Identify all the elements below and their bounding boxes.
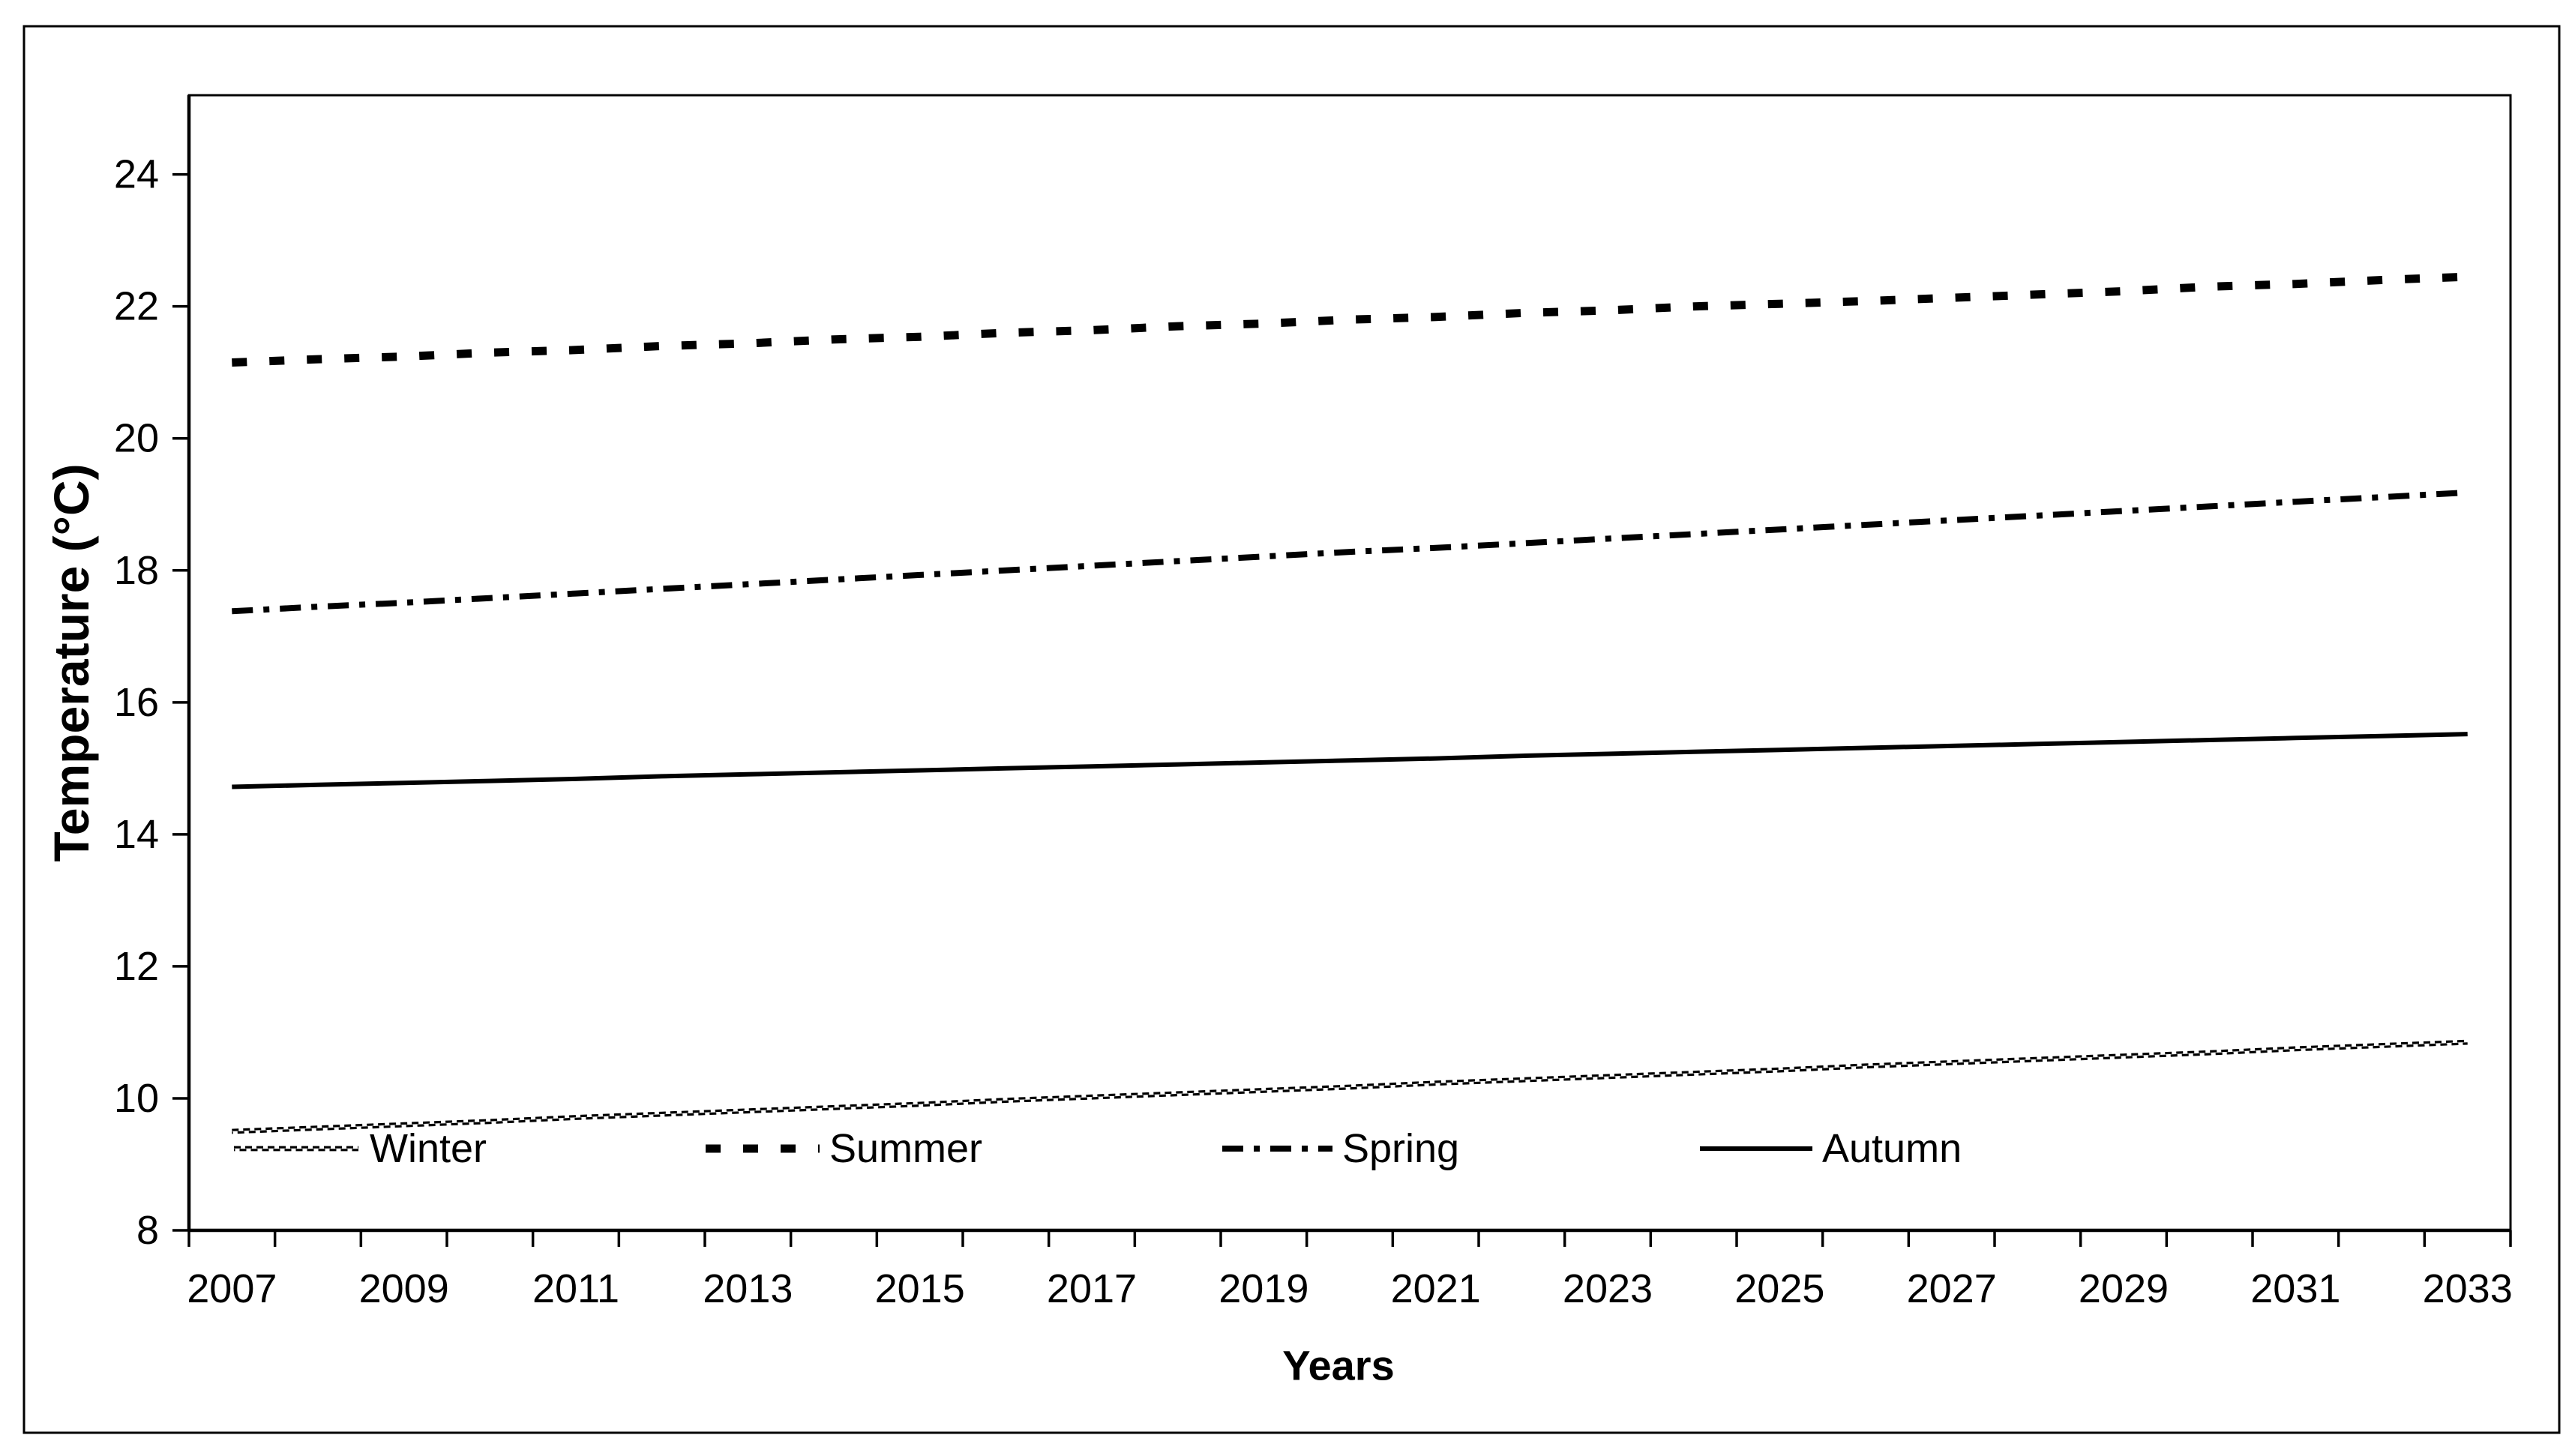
series-line-winter (232, 1042, 2468, 1134)
y-tick-label: 18 (114, 548, 159, 593)
x-tick-label: 2017 (1047, 1266, 1137, 1311)
x-tick-label: 2031 (2250, 1266, 2340, 1311)
x-tick-label: 2023 (1563, 1266, 1653, 1311)
y-tick-label: 10 (114, 1076, 159, 1121)
legend-label-winter: Winter (370, 1126, 487, 1171)
y-tick-label: 24 (114, 152, 159, 197)
y-tick-label: 16 (114, 680, 159, 725)
x-tick-label: 2025 (1734, 1266, 1824, 1311)
x-axis-title: Years (1282, 1342, 1395, 1389)
x-tick-label: 2033 (2423, 1266, 2513, 1311)
plot-area (187, 94, 2512, 1232)
x-tick-label: 2007 (187, 1266, 277, 1311)
series-line-autumn (232, 732, 2468, 789)
y-tick-label: 22 (114, 284, 159, 329)
legend-label-spring: Spring (1342, 1126, 1459, 1171)
x-tick-label: 2013 (703, 1266, 793, 1311)
y-axis-title: Temperature (°C) (43, 463, 99, 861)
x-tick-label: 2027 (1907, 1266, 1997, 1311)
series-line-spring (232, 489, 2468, 615)
y-tick-label: 14 (114, 812, 159, 857)
figure-border (22, 25, 2561, 1434)
y-tick-label: 8 (136, 1208, 159, 1253)
x-tick-label: 2021 (1391, 1266, 1481, 1311)
y-tick-label: 20 (114, 416, 159, 461)
legend-label-autumn: Autumn (1822, 1126, 1962, 1171)
x-tick-label: 2009 (359, 1266, 449, 1311)
x-tick-label: 2015 (875, 1266, 965, 1311)
x-tick-label: 2011 (532, 1266, 619, 1311)
x-tick-label: 2029 (2079, 1266, 2169, 1311)
legend-label-summer: Summer (829, 1126, 982, 1171)
x-tick-label: 2019 (1219, 1266, 1308, 1311)
y-tick-label: 12 (114, 944, 159, 989)
series-line-winter (232, 1039, 2468, 1131)
